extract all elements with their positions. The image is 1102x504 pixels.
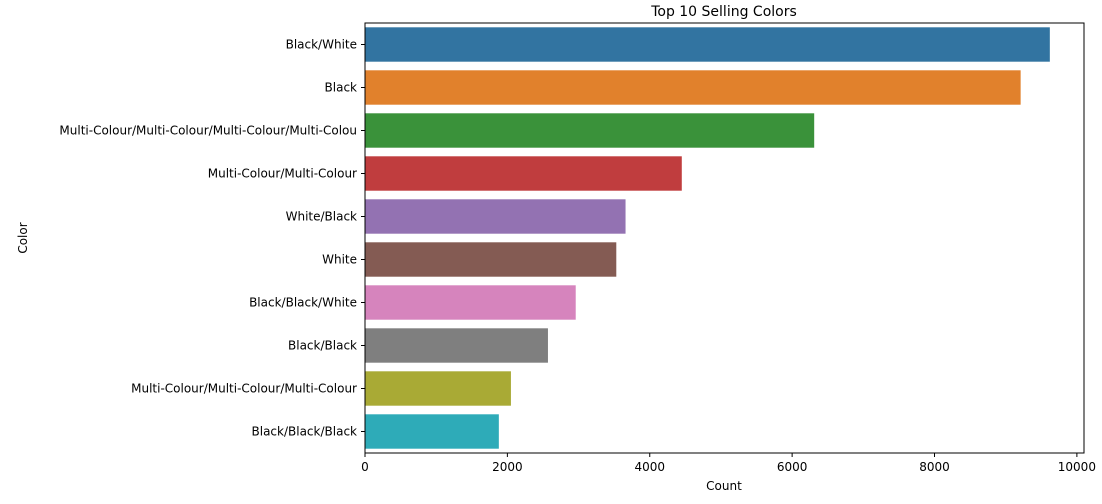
bars-layer	[365, 27, 1050, 449]
bar-2	[365, 113, 815, 148]
x-tick-label-0: 0	[361, 460, 369, 474]
x-tick-label-5: 10000	[1058, 460, 1096, 474]
x-tick-label-4: 8000	[919, 460, 950, 474]
x-ticks-layer: 0 2000 4000 6000 8000 10000	[361, 453, 1096, 474]
bar-3	[365, 156, 682, 191]
bar-4	[365, 199, 626, 234]
y-tick-label-2: Multi-Colour/Multi-Colour/Multi-Colour/M…	[59, 124, 357, 138]
chart-title: Top 10 Selling Colors	[650, 4, 797, 20]
y-tick-label-9: Black/Black/Black	[252, 425, 358, 439]
y-tick-label-8: Multi-Colour/Multi-Colour/Multi-Colour	[131, 382, 357, 396]
y-tick-label-4: White/Black	[286, 210, 357, 224]
y-tick-label-5: White	[322, 253, 357, 267]
bar-8	[365, 371, 511, 406]
y-tick-label-1: Black	[325, 81, 358, 95]
x-tick-label-3: 6000	[777, 460, 808, 474]
bar-5	[365, 242, 617, 277]
y-tick-label-6: Black/Black/White	[249, 296, 357, 310]
y-axis-label: Color	[16, 222, 30, 253]
bar-1	[365, 70, 1021, 105]
bar-0	[365, 27, 1050, 62]
y-tick-label-7: Black/Black	[288, 339, 357, 353]
bar-9	[365, 414, 499, 449]
y-tick-label-3: Multi-Colour/Multi-Colour	[208, 167, 357, 181]
bar-6	[365, 285, 576, 320]
x-axis-label: Count	[706, 479, 742, 493]
x-tick-label-2: 4000	[634, 460, 665, 474]
plot-frame	[364, 22, 1085, 454]
y-ticks-layer: Black/White Black Multi-Colour/Multi-Colou…	[59, 38, 365, 439]
bar-7	[365, 328, 548, 363]
y-tick-label-0: Black/White	[286, 38, 357, 52]
x-tick-label-1: 2000	[492, 460, 523, 474]
